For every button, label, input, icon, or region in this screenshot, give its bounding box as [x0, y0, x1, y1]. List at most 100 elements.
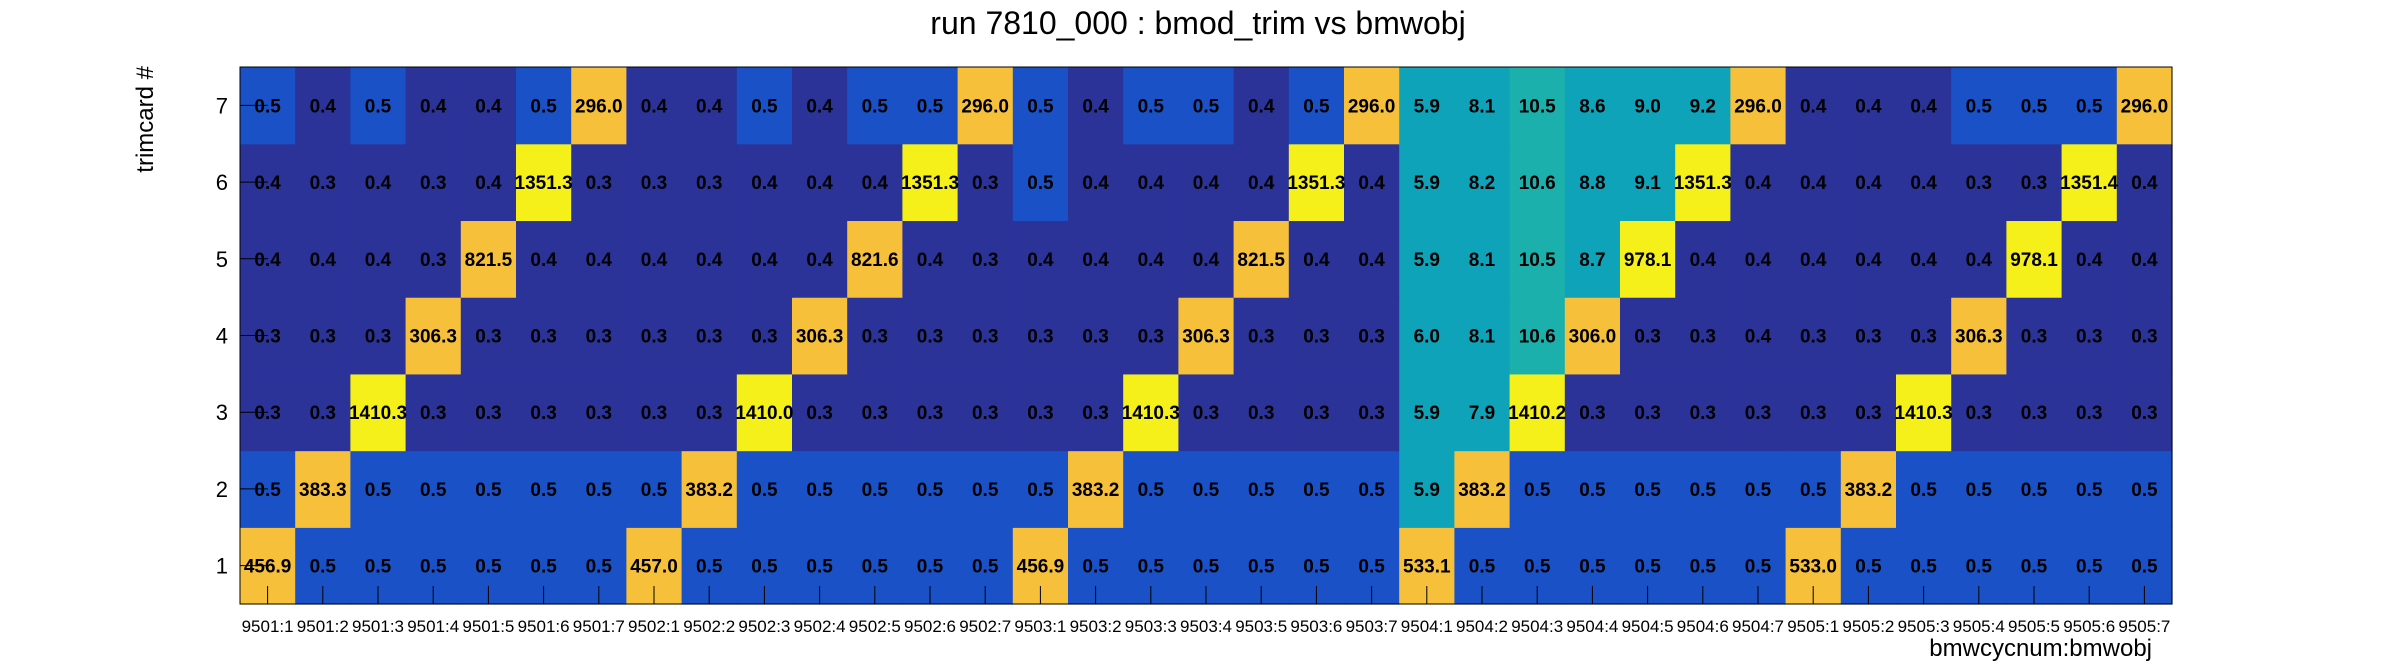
cell-value-label: 0.5: [1193, 557, 1220, 578]
cell-value-label: 9.2: [1690, 96, 1716, 117]
x-tick-label: 9504:3: [1511, 617, 1563, 636]
cell-value-label: 533.1: [1403, 557, 1451, 578]
cell-value-label: 0.4: [1027, 250, 1054, 271]
heatmap-cell: [1233, 67, 1290, 145]
cell-value-label: 8.1: [1469, 250, 1496, 271]
x-tick-labels: 9501:1 9501:2 9501:3 9501:4 9501:5 9501:6 9501…: [242, 617, 2171, 636]
heatmap-cell: [460, 373, 517, 452]
heatmap-cell: [1454, 67, 1511, 145]
heatmap-cell: [847, 220, 903, 298]
heatmap-cell: [2006, 220, 2063, 298]
heatmap-cell: [1288, 450, 1345, 528]
cell-value-label: 383.2: [1458, 480, 1506, 501]
cell-value-label: 0.4: [2131, 250, 2158, 271]
heatmap-cell: [1840, 67, 1897, 145]
cell-value-label: 0.5: [806, 480, 833, 501]
heatmap-cell: [847, 450, 903, 528]
cell-value-label: 0.3: [1248, 403, 1274, 424]
cell-value-label: 0.5: [475, 480, 502, 501]
heatmap-cell: [460, 143, 517, 222]
heatmap-cell: [1509, 143, 1566, 222]
heatmap-cell: [1123, 67, 1179, 145]
heatmap-cell: [902, 67, 959, 145]
cell-value-label: 0.4: [1855, 250, 1882, 271]
cell-value-label: 0.4: [1745, 250, 1772, 271]
heatmap-cell: [1620, 450, 1676, 528]
heatmap-cell: [681, 297, 738, 375]
cell-value-label: 0.3: [917, 403, 943, 424]
cell-value-label: 0.3: [751, 327, 777, 348]
heatmap-cell: [626, 143, 683, 222]
cell-value-label: 0.5: [310, 557, 337, 578]
x-tick-label: 9503:6: [1290, 617, 1342, 636]
heatmap-cell: [626, 373, 683, 452]
heatmap-cell: [1896, 67, 1952, 145]
heatmap-cell: [1068, 373, 1124, 452]
heatmap-cell: [405, 220, 462, 298]
cell-value-label: 0.3: [1855, 327, 1881, 348]
heatmap-cell: [2061, 220, 2118, 298]
cell-value-label: 0.4: [1910, 96, 1937, 117]
cell-value-label: 0.3: [1193, 403, 1219, 424]
heatmap-cell: [571, 450, 627, 528]
cell-value-label: 0.3: [1138, 327, 1164, 348]
cell-value-label: 0.5: [917, 480, 944, 501]
heatmap-cell: [1896, 297, 1952, 375]
heatmap-cell: [1951, 67, 2007, 145]
cell-value-label: 821.5: [1237, 250, 1285, 271]
cell-value-label: 0.5: [972, 480, 999, 501]
cell-value-label: 0.3: [530, 403, 556, 424]
heatmap-cell: [1399, 373, 1455, 452]
heatmap-cell: [626, 297, 683, 375]
cell-value-label: 0.3: [2021, 327, 2047, 348]
heatmap-cell: [1730, 67, 1787, 145]
cell-value-label: 0.4: [1910, 250, 1937, 271]
heatmap-cell: [1675, 220, 1731, 298]
x-tick-label: 9503:2: [1070, 617, 1122, 636]
heatmap-cell: [1675, 67, 1731, 145]
cell-value-label: 0.5: [254, 96, 281, 117]
cell-value-label: 0.3: [530, 327, 556, 348]
x-tick-label: 9504:7: [1732, 617, 1784, 636]
heatmap-cell: [1509, 450, 1566, 528]
cell-value-label: 383.3: [299, 480, 347, 501]
heatmap-cell: [1288, 373, 1345, 452]
heatmap-cell: [681, 450, 738, 528]
cell-value-label: 1410.3: [349, 403, 407, 424]
heatmap-cell: [405, 143, 462, 222]
cell-value-label: 0.5: [862, 480, 889, 501]
cell-value-label: 0.3: [1358, 403, 1384, 424]
cell-value-label: 0.5: [1303, 557, 1330, 578]
cell-value-label: 10.5: [1519, 250, 1556, 271]
cell-value-label: 0.3: [696, 403, 722, 424]
x-tick-label: 9503:3: [1125, 617, 1177, 636]
heatmap-cell: [2116, 220, 2173, 298]
cell-value-label: 0.3: [696, 327, 722, 348]
cell-value-label: 0.3: [586, 173, 612, 194]
x-tick-label: 9502:3: [738, 617, 790, 636]
heatmap-cell: [1675, 297, 1731, 375]
heatmap-cell: [1951, 143, 2007, 222]
cell-value-label: 383.2: [1072, 480, 1120, 501]
x-axis-title: bmwcycnum:bmwobj: [1929, 635, 2152, 662]
heatmap-cell: [736, 450, 793, 528]
cell-value-label: 5.9: [1414, 403, 1440, 424]
cell-value-label: 0.4: [806, 250, 833, 271]
heatmap-cell: [350, 373, 407, 452]
cell-value-label: 0.4: [641, 250, 668, 271]
cell-value-label: 0.4: [806, 96, 833, 117]
heatmap-cell: [295, 373, 351, 452]
cell-value-label: 0.4: [1745, 173, 1772, 194]
heatmap-cell: [1730, 450, 1787, 528]
heatmap-cell: [1344, 220, 1400, 298]
cell-value-label: 8.6: [1579, 96, 1605, 117]
heatmap-cell: [1233, 143, 1290, 222]
y-tick-label: 3: [216, 400, 228, 425]
heatmap-cell: [792, 220, 848, 298]
cell-value-label: 0.5: [1579, 557, 1606, 578]
heatmap-cell: [460, 450, 517, 528]
x-tick-label: 9501:1: [242, 617, 294, 636]
heatmap-cell: [1012, 450, 1069, 528]
heatmap-cell: [2116, 297, 2173, 375]
cell-value-label: 8.2: [1469, 173, 1495, 194]
